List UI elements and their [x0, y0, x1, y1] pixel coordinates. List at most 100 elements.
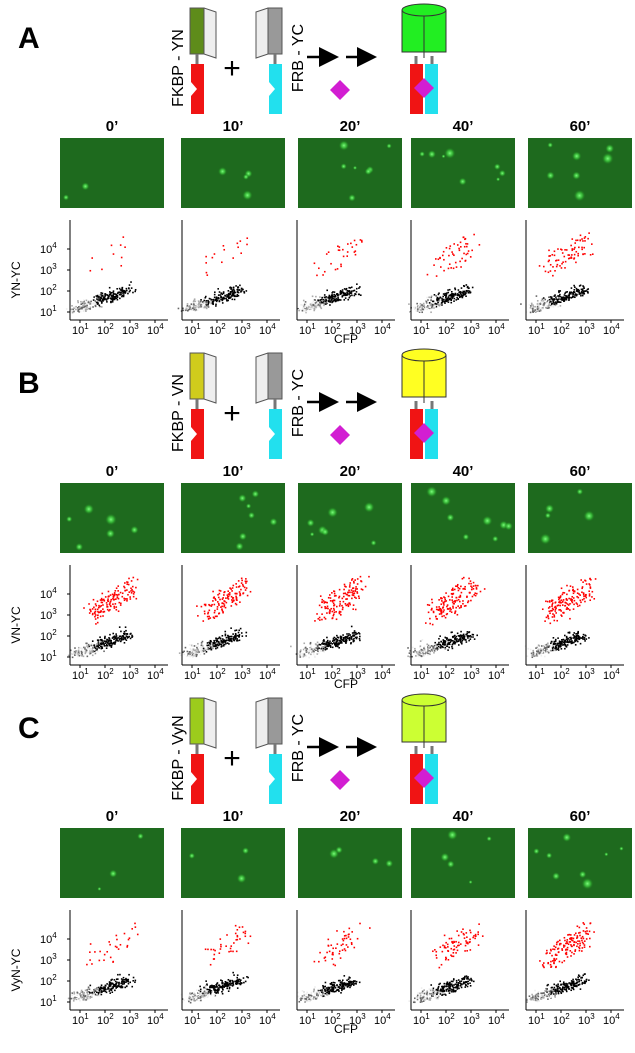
event-dot-red	[347, 946, 349, 948]
event-dot	[94, 303, 96, 305]
event-dot	[206, 990, 208, 992]
event-dot-red	[467, 243, 469, 245]
event-dot	[240, 291, 242, 293]
event-dot-red	[555, 608, 557, 610]
event-dot	[200, 991, 202, 993]
event-dot	[202, 996, 204, 998]
event-dot	[226, 988, 228, 990]
event-dot-red	[210, 949, 212, 951]
x-tick-label: 104	[374, 1012, 391, 1027]
event-dot	[419, 993, 421, 995]
event-dot	[188, 309, 190, 311]
event-dot-red	[464, 238, 466, 240]
event-dot-red	[452, 588, 454, 590]
event-dot	[551, 306, 553, 308]
event-dot	[131, 636, 133, 638]
event-dot	[210, 301, 212, 303]
event-dot-red	[577, 589, 579, 591]
tick-exponent: 4	[52, 586, 57, 595]
event-dot	[229, 287, 231, 289]
event-dot	[102, 293, 104, 295]
event-dot-red	[235, 593, 237, 595]
event-dot	[420, 303, 422, 305]
event-dot-red	[438, 599, 440, 601]
event-dot	[334, 299, 336, 301]
event-dot-red	[558, 259, 560, 261]
event-dot	[461, 643, 463, 645]
event-dot	[134, 291, 136, 293]
tick-exponent: 2	[221, 667, 226, 676]
event-dot	[458, 635, 460, 637]
event-dot	[215, 644, 217, 646]
event-dot-red	[474, 592, 476, 594]
event-dot	[122, 291, 124, 293]
time-label: 0’	[106, 118, 119, 135]
event-dot	[340, 992, 342, 994]
event-dot-red	[126, 598, 128, 600]
event-dot	[428, 652, 430, 654]
event-dot	[337, 637, 339, 639]
event-dot-red	[123, 598, 125, 600]
event-dot	[238, 630, 240, 632]
tick-base: 10	[259, 325, 271, 337]
cell-spot	[84, 504, 95, 515]
event-dot-red	[223, 249, 225, 251]
event-dot	[313, 305, 315, 307]
event-dot-red	[448, 596, 450, 598]
event-dot	[200, 997, 202, 999]
event-dot-red	[591, 243, 593, 245]
tick-base: 10	[40, 631, 52, 643]
event-dot-red	[221, 261, 223, 263]
event-dot-red	[330, 608, 332, 610]
event-dot	[447, 299, 449, 301]
event-dot	[301, 998, 303, 1000]
event-dot-red	[213, 954, 215, 956]
tick-base: 10	[40, 934, 52, 946]
event-dot	[435, 650, 437, 652]
event-dot	[409, 652, 411, 654]
event-dot	[342, 295, 344, 297]
event-dot	[577, 641, 579, 643]
event-dot	[441, 302, 443, 304]
event-dot-red	[330, 944, 332, 946]
event-dot	[231, 295, 233, 297]
event-dot-red	[242, 593, 244, 595]
event-dot	[230, 980, 232, 982]
event-dot	[95, 647, 97, 649]
event-dot-red	[451, 599, 453, 601]
event-dot-red	[132, 586, 134, 588]
event-dot	[547, 307, 549, 309]
event-dot-red	[235, 583, 237, 585]
event-dot-red	[93, 606, 95, 608]
event-dot	[541, 300, 543, 302]
event-dot	[86, 645, 88, 647]
event-dot	[550, 650, 552, 652]
event-dot	[121, 296, 123, 298]
event-dot	[91, 645, 93, 647]
event-dot	[564, 642, 566, 644]
event-dot-red	[572, 590, 574, 592]
event-dot	[197, 646, 199, 648]
event-dot-red	[231, 599, 233, 601]
event-dot	[531, 304, 533, 306]
event-dot	[222, 986, 224, 988]
event-dot-red	[559, 605, 561, 607]
event-dot	[453, 300, 455, 302]
event-dot	[318, 989, 320, 991]
event-dot-red	[243, 932, 245, 934]
event-dot	[436, 647, 438, 649]
event-dot-red	[129, 937, 131, 939]
event-dot	[91, 995, 93, 997]
event-dot-red	[131, 928, 133, 930]
event-dot-red	[351, 931, 353, 933]
event-dot	[131, 635, 133, 637]
tick-base: 10	[209, 1015, 221, 1027]
event-dot	[114, 985, 116, 987]
event-dot-red	[357, 578, 359, 580]
event-dot	[194, 993, 196, 995]
event-dot-red	[355, 586, 357, 588]
event-dot	[98, 305, 100, 307]
event-dot	[196, 655, 198, 657]
event-dot	[83, 656, 85, 658]
event-dot	[85, 993, 87, 995]
